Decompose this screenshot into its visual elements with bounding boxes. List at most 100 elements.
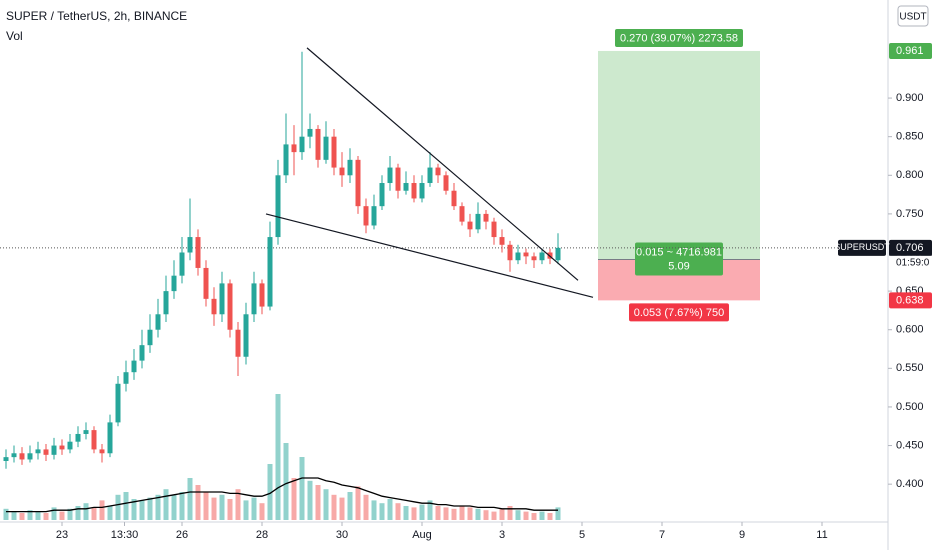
- volume-bar: [291, 478, 297, 520]
- candle-body: [419, 183, 425, 199]
- volume-bar: [59, 511, 65, 520]
- volume-bar: [275, 394, 281, 520]
- currency-box[interactable]: [897, 5, 929, 27]
- volume-bar: [419, 504, 425, 520]
- y-tick-label: 0.800: [896, 169, 924, 181]
- y-tick-label: 0.450: [896, 439, 924, 451]
- candle-body: [475, 213, 481, 230]
- candle-body: [299, 136, 305, 153]
- candle-body: [459, 206, 465, 222]
- volume-bar: [43, 513, 49, 520]
- volume-bar: [395, 503, 401, 520]
- x-tick-label: 28: [256, 529, 268, 541]
- volume-bar: [35, 511, 41, 520]
- candle-body: [507, 244, 513, 261]
- candle-body: [283, 144, 289, 176]
- candle-body: [307, 128, 313, 137]
- target-label-box: [615, 28, 743, 47]
- candle-body: [539, 252, 545, 261]
- volume-bar: [355, 486, 361, 520]
- volume-bar: [187, 478, 193, 520]
- candle-body: [171, 275, 177, 292]
- volume-bar: [315, 485, 321, 520]
- candle-body: [203, 267, 209, 299]
- trendline: [265, 213, 594, 298]
- countdown-box: [889, 255, 932, 270]
- candle-body: [435, 167, 441, 176]
- candle-body: [251, 283, 257, 315]
- volume-bar: [147, 497, 153, 520]
- candle-body: [379, 183, 385, 207]
- stop-price-label: 0.638: [896, 294, 924, 306]
- y-tick-label: 0.600: [896, 324, 924, 336]
- candle-body: [291, 144, 297, 153]
- stop-label-box: [629, 303, 729, 322]
- volume-bar: [347, 492, 353, 520]
- volume-bar: [339, 497, 345, 520]
- x-tick-label: 7: [659, 529, 665, 541]
- x-tick-label: 11: [816, 529, 827, 541]
- candle-body: [211, 298, 217, 315]
- center-label-box: [635, 242, 723, 276]
- volume-bar: [99, 500, 105, 520]
- volume-bar: [219, 494, 225, 520]
- candle-body: [275, 175, 281, 238]
- candle-body: [107, 422, 113, 454]
- candle-body: [195, 237, 201, 268]
- symbol-label: SUPERUSDT: [834, 242, 890, 252]
- volume-bar: [499, 508, 505, 520]
- candle-body: [323, 136, 329, 160]
- volume-bar: [139, 500, 145, 520]
- volume-bar: [379, 503, 385, 520]
- candle-body: [363, 206, 369, 226]
- x-tick-label: 26: [176, 529, 188, 541]
- last-price-label: 0.706: [896, 242, 924, 254]
- candle-body: [91, 430, 97, 450]
- candle-body: [43, 449, 49, 455]
- volume-bar: [427, 500, 433, 520]
- x-tick-label: 9: [739, 529, 745, 541]
- countdown: 01:59:0: [896, 258, 930, 269]
- volume-bar: [19, 513, 25, 520]
- candle-body: [395, 167, 401, 191]
- volume-bar: [171, 494, 177, 520]
- x-tick-label: 23: [56, 529, 68, 541]
- candle-body: [139, 345, 145, 361]
- volume-bar: [195, 485, 201, 520]
- candle-body: [427, 167, 433, 184]
- volume-bar: [11, 511, 17, 520]
- volume-bar: [243, 500, 249, 520]
- candle-body: [3, 457, 9, 461]
- y-tick-label: 0.500: [896, 401, 924, 413]
- candle-body: [67, 441, 73, 450]
- volume-bar: [299, 457, 305, 520]
- volume-bar: [91, 507, 97, 520]
- candle-body: [131, 360, 137, 373]
- y-tick-label: 0.550: [896, 362, 924, 374]
- volume-bar: [411, 507, 417, 520]
- volume-bar: [163, 489, 169, 520]
- last-price-label-box: [889, 239, 932, 256]
- y-tick-label: 0.900: [896, 92, 924, 104]
- candle-body: [331, 136, 337, 168]
- y-tick-label: 0.400: [896, 478, 924, 490]
- candle-body: [443, 175, 449, 191]
- candle-body: [219, 283, 225, 315]
- candle-body: [59, 445, 65, 450]
- candle-body: [491, 221, 497, 238]
- candle-body: [35, 449, 41, 454]
- target-price-label: 0.961: [896, 45, 924, 57]
- volume-bar: [363, 494, 369, 520]
- candle-body: [83, 430, 89, 434]
- candle-body: [235, 329, 241, 357]
- volume-bar: [515, 510, 521, 520]
- volume-bar: [131, 499, 137, 520]
- candle-body: [11, 453, 17, 458]
- volume-bar: [403, 506, 409, 520]
- volume-bar: [435, 506, 441, 520]
- candle-body: [115, 383, 121, 423]
- x-tick-label: 13:30: [111, 529, 139, 541]
- candle-body: [387, 167, 393, 184]
- volume-bar: [387, 499, 393, 520]
- candle-body: [531, 256, 537, 261]
